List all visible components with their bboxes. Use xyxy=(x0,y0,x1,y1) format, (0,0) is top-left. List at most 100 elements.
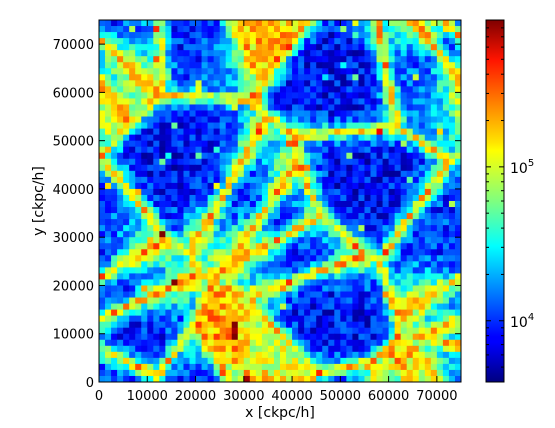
heatmap-cell xyxy=(454,243,462,250)
heatmap-cell xyxy=(454,56,462,63)
heatmap-cell xyxy=(261,50,269,57)
heatmap-cell xyxy=(322,20,329,27)
heatmap-cell xyxy=(207,357,215,365)
heatmap-cell xyxy=(105,86,112,93)
heatmap-cell xyxy=(231,351,239,359)
heatmap-cell xyxy=(418,68,426,75)
heatmap-cell xyxy=(147,243,154,250)
heatmap-cell xyxy=(376,158,383,166)
heatmap-cell xyxy=(424,86,432,93)
heatmap-cell xyxy=(406,339,414,347)
heatmap-cell xyxy=(123,291,130,298)
heatmap-cell xyxy=(249,128,257,136)
heatmap-cell xyxy=(316,303,323,310)
heatmap-cell xyxy=(213,279,221,286)
heatmap-cell xyxy=(201,62,208,69)
heatmap-cell xyxy=(183,56,190,63)
heatmap-cell xyxy=(334,80,341,87)
heatmap-cell xyxy=(219,50,227,57)
heatmap-cell xyxy=(412,122,420,129)
heatmap-cell xyxy=(340,261,347,268)
heatmap-cell xyxy=(358,188,365,196)
heatmap-cell xyxy=(394,74,402,81)
heatmap-cell xyxy=(424,243,432,250)
heatmap-cell xyxy=(358,333,365,341)
heatmap-cell xyxy=(364,110,371,117)
heatmap-cell xyxy=(153,327,160,335)
heatmap-cell xyxy=(400,351,408,359)
heatmap-cell xyxy=(183,182,190,190)
heatmap-cell xyxy=(292,44,299,51)
heatmap-cell xyxy=(442,351,450,359)
heatmap-cell xyxy=(340,26,347,33)
heatmap-cell xyxy=(322,219,329,226)
heatmap-cell xyxy=(153,213,160,220)
heatmap-cell xyxy=(430,110,438,117)
heatmap-cell xyxy=(261,110,269,117)
heatmap-cell xyxy=(159,182,166,190)
heatmap-cell xyxy=(394,273,402,280)
heatmap-cell xyxy=(129,20,136,27)
heatmap-cell xyxy=(352,92,359,99)
heatmap-cell xyxy=(316,351,323,359)
heatmap-cell xyxy=(298,56,305,63)
heatmap-cell xyxy=(189,339,196,347)
heatmap-cell xyxy=(183,68,190,75)
heatmap-cell xyxy=(267,375,275,383)
heatmap-cell xyxy=(406,164,414,172)
heatmap-cell xyxy=(316,273,323,280)
heatmap-cell xyxy=(412,152,420,160)
heatmap-cell xyxy=(418,255,426,262)
heatmap-cell xyxy=(171,68,178,75)
heatmap-cell xyxy=(316,219,323,226)
heatmap-cell xyxy=(273,255,281,262)
heatmap-cell xyxy=(99,291,106,298)
heatmap-cell xyxy=(442,279,450,286)
heatmap-cell xyxy=(225,164,233,172)
heatmap-cell xyxy=(358,351,365,359)
heatmap-cell xyxy=(418,339,426,347)
heatmap-cell xyxy=(129,188,136,196)
heatmap-cell xyxy=(231,357,239,365)
heatmap-cell xyxy=(370,164,377,172)
heatmap-cell xyxy=(292,351,299,359)
heatmap-cell xyxy=(165,267,172,274)
heatmap-cell xyxy=(135,357,142,365)
heatmap-cell xyxy=(267,176,275,184)
heatmap-cell xyxy=(219,38,227,45)
heatmap-cell xyxy=(346,164,353,172)
heatmap-cell xyxy=(225,363,233,371)
heatmap-cell xyxy=(189,32,196,39)
heatmap-cell xyxy=(249,201,257,208)
heatmap-cell xyxy=(286,176,293,184)
heatmap-cell xyxy=(448,249,456,256)
heatmap-cell xyxy=(267,110,275,117)
heatmap-cell xyxy=(153,128,160,136)
heatmap-cell xyxy=(322,285,329,292)
heatmap-cell xyxy=(364,140,371,148)
heatmap-cell xyxy=(201,225,208,232)
heatmap-cell xyxy=(316,237,323,244)
heatmap-cell xyxy=(310,213,317,220)
heatmap-cell xyxy=(201,80,208,87)
heatmap-cell xyxy=(310,273,317,280)
heatmap-cell xyxy=(394,327,402,335)
heatmap-cell xyxy=(237,110,245,117)
heatmap-cell xyxy=(213,225,221,232)
heatmap-cell xyxy=(207,116,215,123)
heatmap-cell xyxy=(436,267,444,274)
heatmap-cell xyxy=(123,32,130,39)
heatmap-cell xyxy=(159,237,166,244)
heatmap-cell xyxy=(376,116,383,123)
heatmap-cell xyxy=(394,128,402,136)
heatmap-cell xyxy=(201,38,208,45)
heatmap-cell xyxy=(141,134,148,142)
heatmap-cell xyxy=(304,261,311,268)
heatmap-cell xyxy=(400,56,408,63)
heatmap-cell xyxy=(310,68,317,75)
heatmap-cell xyxy=(183,116,190,123)
heatmap-cell xyxy=(267,44,275,51)
heatmap-cell xyxy=(358,20,365,27)
x-tick-label: 0 xyxy=(95,389,103,404)
heatmap-cell xyxy=(304,237,311,244)
